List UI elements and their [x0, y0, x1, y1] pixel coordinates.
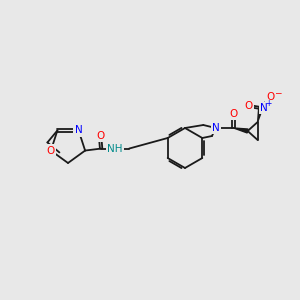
Polygon shape: [234, 128, 248, 133]
Text: O: O: [266, 92, 275, 102]
Text: O: O: [230, 109, 238, 119]
Text: O: O: [96, 130, 104, 141]
Text: NH: NH: [107, 144, 123, 154]
Polygon shape: [258, 108, 262, 122]
Text: N: N: [212, 123, 220, 133]
Text: N: N: [260, 103, 268, 113]
Text: +: +: [266, 98, 272, 107]
Text: −: −: [274, 88, 281, 98]
Text: O: O: [244, 101, 253, 111]
Text: N: N: [75, 125, 83, 135]
Text: O: O: [47, 146, 55, 156]
